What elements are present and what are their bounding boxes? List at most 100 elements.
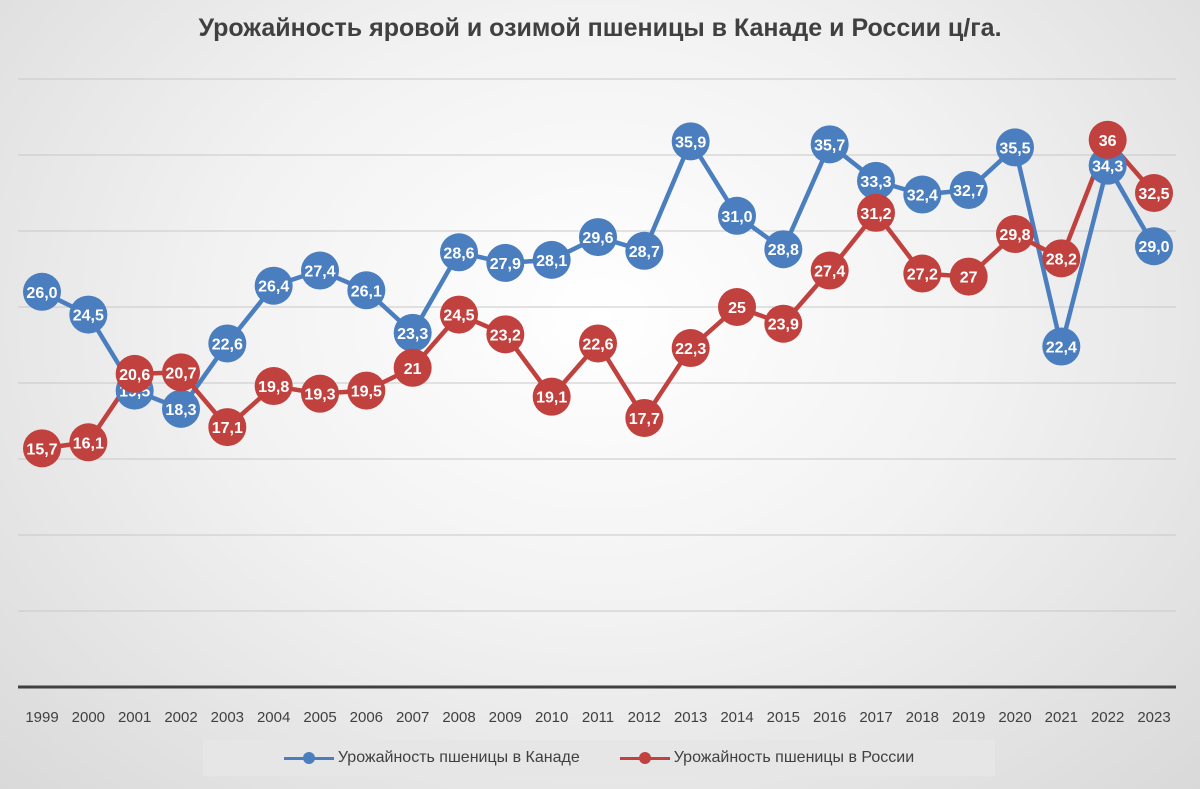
data-point (579, 218, 617, 257)
data-label: 16,1 (73, 435, 104, 452)
data-point (764, 304, 803, 343)
data-label: 15,7 (26, 441, 57, 458)
x-tick-label: 2012 (628, 709, 661, 726)
data-label: 26,4 (258, 279, 289, 296)
data-point (532, 377, 571, 416)
x-tick-label: 2001 (118, 709, 151, 726)
data-label: 35,5 (999, 140, 1030, 157)
data-label: 29,8 (999, 227, 1030, 244)
x-tick-label: 2017 (859, 709, 892, 726)
x-tick-label: 2022 (1091, 709, 1124, 726)
data-point (1088, 120, 1127, 159)
data-label: 25 (728, 300, 746, 317)
data-point (69, 423, 108, 462)
x-tick-label: 2010 (535, 709, 568, 726)
data-label: 19,1 (536, 390, 567, 407)
data-point (857, 193, 895, 232)
data-point (69, 295, 108, 334)
data-label: 29,0 (1138, 239, 1169, 256)
data-label: 27,2 (907, 267, 938, 284)
x-tick-label: 2003 (211, 709, 244, 726)
x-tick-label: 2013 (674, 709, 707, 726)
data-point (1135, 227, 1173, 266)
data-point (162, 353, 200, 392)
data-label: 26,0 (26, 285, 57, 302)
data-point (579, 324, 617, 363)
data-label: 35,9 (675, 134, 706, 151)
data-label: 27,4 (814, 264, 845, 281)
data-point (440, 295, 478, 334)
data-point (996, 215, 1034, 254)
data-point (23, 429, 61, 468)
data-point (810, 251, 849, 290)
data-point (949, 257, 988, 296)
data-label: 21 (404, 361, 422, 378)
data-label: 26,1 (351, 283, 382, 300)
data-point (1042, 239, 1081, 278)
data-point (1042, 327, 1081, 366)
legend-marker-icon (283, 752, 334, 764)
x-tick-label: 2004 (257, 709, 290, 726)
x-tick-label: 2002 (164, 709, 197, 726)
data-point (671, 329, 710, 368)
x-tick-label: 2006 (350, 709, 383, 726)
data-label: 23,9 (768, 317, 799, 334)
x-tick-label: 2015 (767, 709, 800, 726)
data-point (301, 374, 339, 413)
x-tick-label: 2020 (998, 709, 1031, 726)
data-label: 31,0 (721, 209, 752, 226)
chart-title: Урожайность яровой и озимой пшеницы в Ка… (198, 14, 1002, 42)
data-point (903, 175, 942, 214)
x-tick-label: 2005 (303, 709, 336, 726)
data-point (486, 243, 525, 282)
data-point (254, 266, 293, 305)
x-tick-label: 1999 (25, 709, 58, 726)
legend-item-russia: Урожайность пшеницы в России (619, 749, 915, 767)
data-label: 19,3 (304, 387, 335, 404)
x-tick-label: 2021 (1045, 709, 1078, 726)
data-point (440, 233, 478, 272)
data-label: 22,3 (675, 341, 706, 358)
data-point (625, 231, 664, 270)
data-label: 20,6 (119, 367, 150, 384)
data-label: 17,1 (212, 420, 243, 437)
data-point (625, 398, 664, 437)
data-label: 22,4 (1046, 340, 1077, 357)
data-label: 20,7 (165, 365, 196, 382)
data-label: 28,1 (536, 253, 567, 270)
data-point (162, 389, 200, 428)
x-tick-label: 2000 (72, 709, 105, 726)
legend: Урожайность пшеницы в Канаде Урожайность… (203, 740, 995, 776)
data-point (857, 161, 895, 200)
data-point (903, 254, 942, 293)
data-label: 19,5 (351, 384, 382, 401)
data-label: 35,7 (814, 137, 845, 154)
data-point (23, 272, 61, 311)
data-point (718, 196, 756, 235)
x-tick-label: 2018 (906, 709, 939, 726)
data-label: 33,3 (860, 174, 891, 191)
data-point (347, 371, 386, 410)
data-label: 17,7 (629, 411, 660, 428)
data-label: 32,5 (1138, 186, 1169, 203)
data-label: 27,9 (490, 256, 521, 273)
data-label: 32,4 (907, 188, 938, 205)
x-tick-label: 2014 (720, 709, 753, 726)
data-point (393, 348, 432, 387)
data-label: 18,3 (165, 402, 196, 419)
data-point (393, 313, 432, 352)
data-point (764, 230, 803, 269)
data-label: 23,2 (490, 327, 521, 344)
x-tick-label: 2011 (582, 709, 614, 726)
data-label: 28,2 (1046, 251, 1077, 268)
data-label: 24,5 (443, 308, 474, 325)
data-label: 28,7 (629, 244, 660, 261)
data-label: 34,3 (1092, 159, 1123, 176)
x-tick-label: 2016 (813, 709, 846, 726)
data-point (486, 315, 525, 354)
legend-marker-icon (619, 752, 670, 764)
legend-label: Урожайность пшеницы в России (673, 749, 915, 766)
data-label: 19,8 (258, 379, 289, 396)
data-label: 27 (960, 270, 978, 287)
